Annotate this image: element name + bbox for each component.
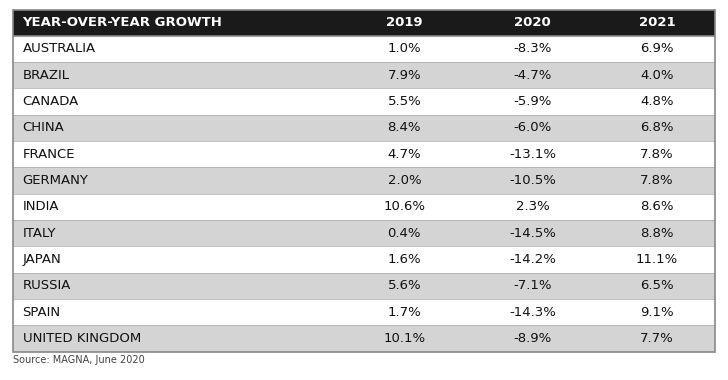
Text: 1.6%: 1.6%: [387, 253, 422, 266]
Bar: [13, 115, 715, 141]
Bar: [13, 325, 715, 352]
Text: 5.6%: 5.6%: [387, 279, 422, 292]
Text: 1.7%: 1.7%: [387, 306, 422, 318]
Text: 6.5%: 6.5%: [640, 279, 674, 292]
Text: 8.4%: 8.4%: [387, 121, 421, 135]
Text: 2.0%: 2.0%: [387, 174, 422, 187]
Text: 8.8%: 8.8%: [640, 226, 673, 240]
Bar: [13, 10, 715, 36]
Text: 4.0%: 4.0%: [640, 69, 673, 82]
Text: YEAR-OVER-YEAR GROWTH: YEAR-OVER-YEAR GROWTH: [23, 16, 223, 29]
Bar: [13, 36, 715, 62]
Text: 1.0%: 1.0%: [387, 43, 422, 55]
Text: -14.5%: -14.5%: [509, 226, 556, 240]
Text: BRAZIL: BRAZIL: [23, 69, 70, 82]
Text: 2020: 2020: [514, 16, 551, 29]
Text: -14.3%: -14.3%: [509, 306, 556, 318]
Bar: [13, 167, 715, 194]
Text: 7.8%: 7.8%: [640, 148, 674, 161]
Text: 6.9%: 6.9%: [640, 43, 673, 55]
Text: 6.8%: 6.8%: [640, 121, 673, 135]
Text: AUSTRALIA: AUSTRALIA: [23, 43, 95, 55]
Bar: [13, 272, 715, 299]
Bar: [13, 246, 715, 272]
Text: 2021: 2021: [638, 16, 676, 29]
Text: 2.3%: 2.3%: [515, 200, 550, 213]
Text: GERMANY: GERMANY: [23, 174, 88, 187]
Text: JAPAN: JAPAN: [23, 253, 61, 266]
Text: 11.1%: 11.1%: [636, 253, 678, 266]
Text: FRANCE: FRANCE: [23, 148, 75, 161]
Text: 2019: 2019: [386, 16, 423, 29]
Bar: [13, 299, 715, 325]
Text: CANADA: CANADA: [23, 95, 79, 108]
Text: -13.1%: -13.1%: [509, 148, 556, 161]
Text: ITALY: ITALY: [23, 226, 56, 240]
Text: 9.1%: 9.1%: [640, 306, 674, 318]
Text: -5.9%: -5.9%: [513, 95, 552, 108]
Bar: [13, 89, 715, 115]
Bar: [13, 220, 715, 246]
Text: -14.2%: -14.2%: [509, 253, 556, 266]
Bar: [13, 194, 715, 220]
Text: 7.8%: 7.8%: [640, 174, 674, 187]
Text: CHINA: CHINA: [23, 121, 64, 135]
Text: SPAIN: SPAIN: [23, 306, 60, 318]
Text: 8.6%: 8.6%: [640, 200, 673, 213]
Bar: [13, 141, 715, 167]
Bar: [13, 62, 715, 89]
Text: 7.7%: 7.7%: [640, 332, 674, 345]
Text: 4.7%: 4.7%: [387, 148, 422, 161]
Text: 5.5%: 5.5%: [387, 95, 422, 108]
Text: 10.1%: 10.1%: [383, 332, 425, 345]
Text: -10.5%: -10.5%: [509, 174, 556, 187]
Text: 0.4%: 0.4%: [387, 226, 421, 240]
Text: 7.9%: 7.9%: [387, 69, 422, 82]
Text: 4.8%: 4.8%: [640, 95, 673, 108]
Text: 10.6%: 10.6%: [384, 200, 425, 213]
Text: -7.1%: -7.1%: [513, 279, 552, 292]
Text: -8.3%: -8.3%: [513, 43, 552, 55]
Text: -4.7%: -4.7%: [513, 69, 552, 82]
Text: RUSSIA: RUSSIA: [23, 279, 71, 292]
Text: UNITED KINGDOM: UNITED KINGDOM: [23, 332, 141, 345]
Text: INDIA: INDIA: [23, 200, 59, 213]
Text: Source: MAGNA, June 2020: Source: MAGNA, June 2020: [13, 355, 145, 365]
Text: -8.9%: -8.9%: [513, 332, 552, 345]
Text: -6.0%: -6.0%: [513, 121, 552, 135]
